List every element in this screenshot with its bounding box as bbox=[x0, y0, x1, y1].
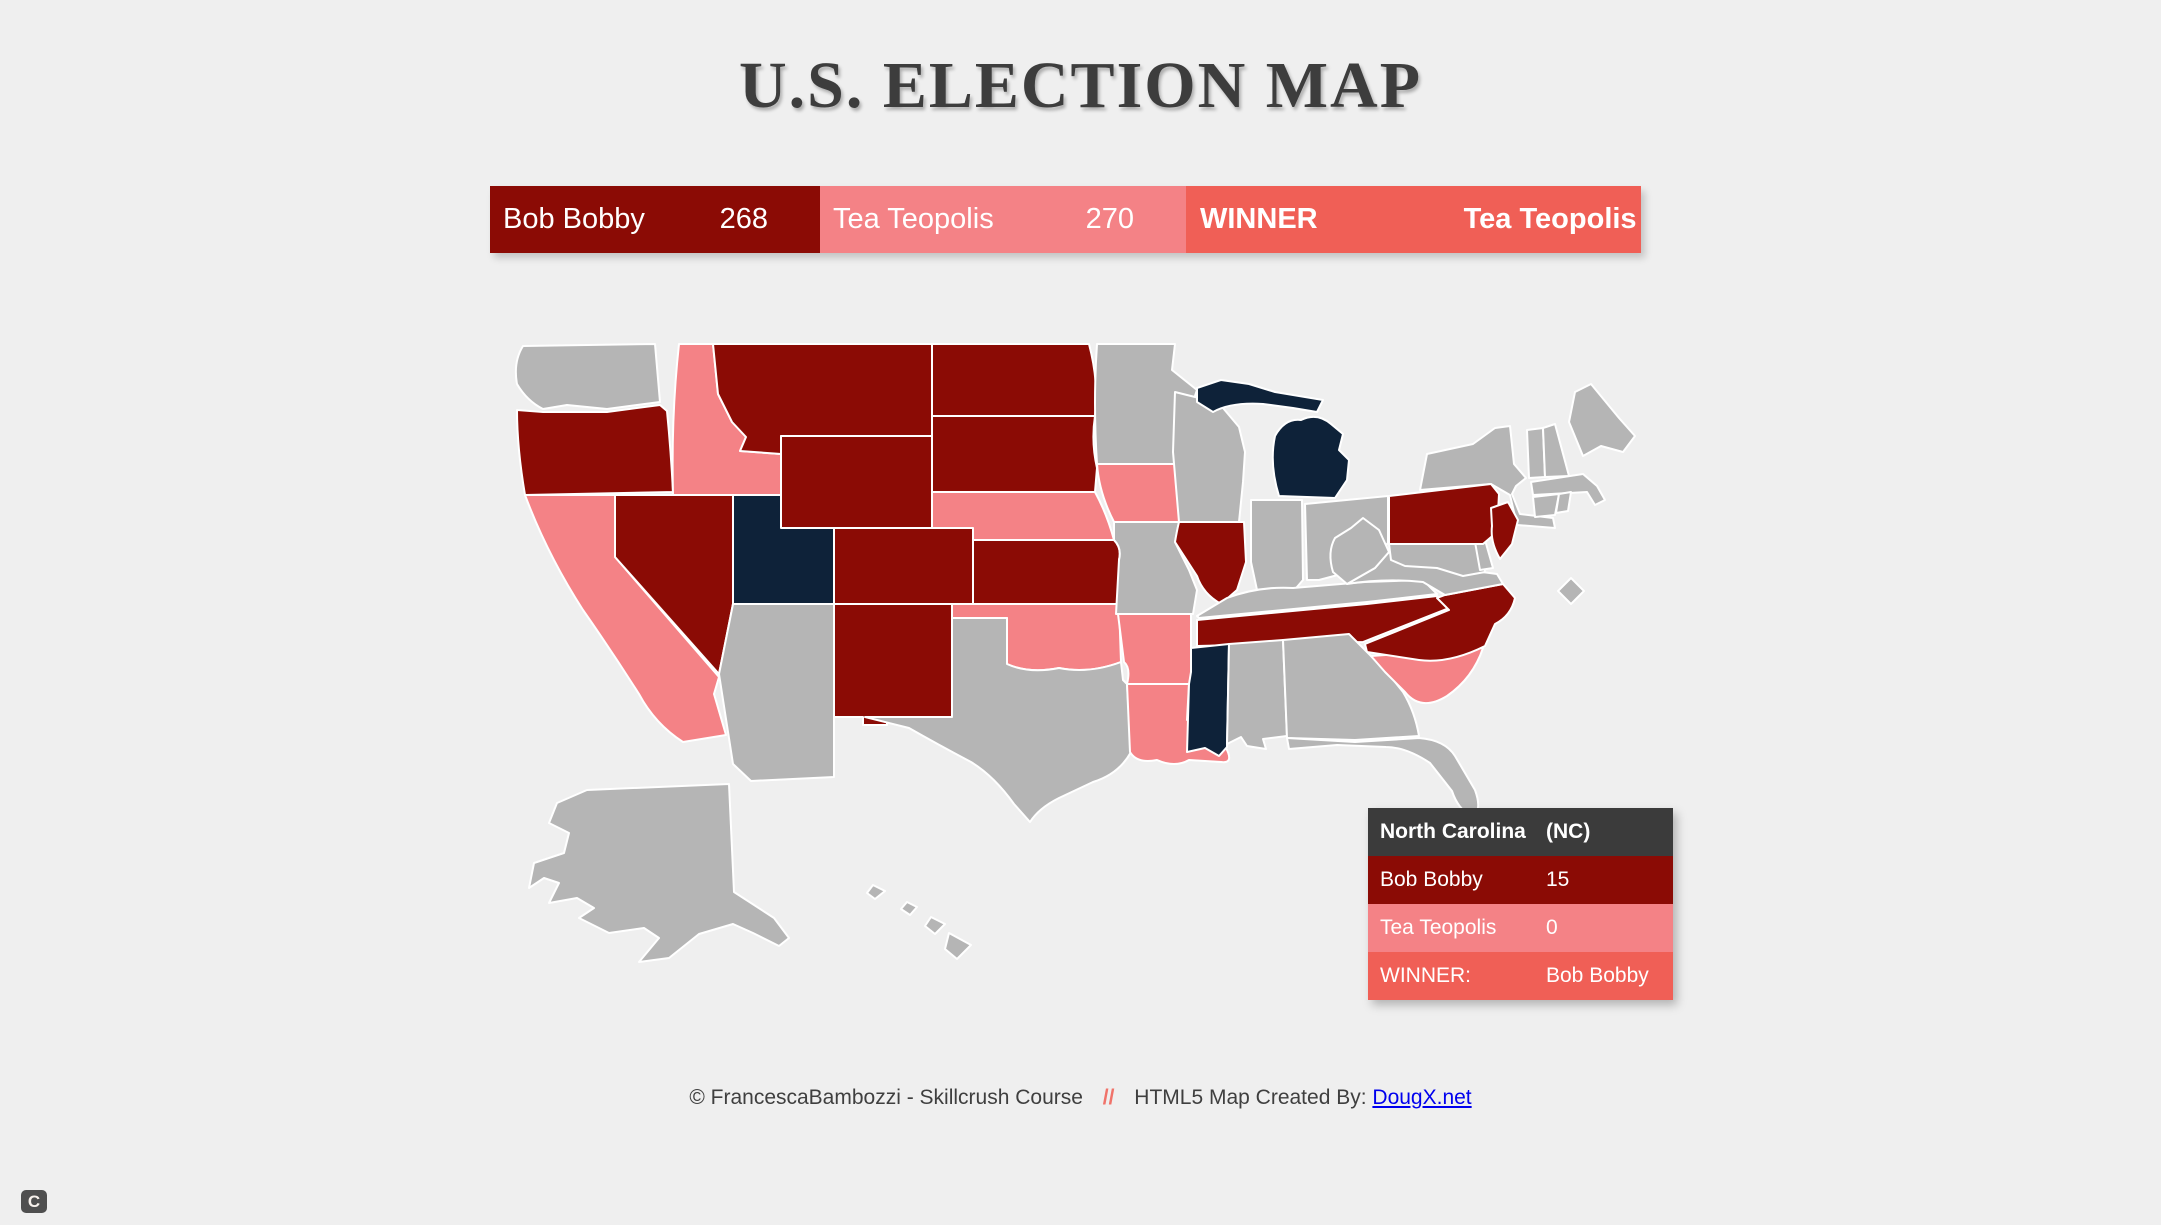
candidate2-name: Tea Teopolis bbox=[833, 203, 994, 235]
tooltip-row-candidate1: Bob Bobby 15 bbox=[1368, 856, 1673, 904]
state-ms[interactable] bbox=[1186, 643, 1230, 757]
candidate1-votes: 268 bbox=[719, 203, 768, 235]
state-nh[interactable] bbox=[1542, 423, 1570, 478]
state-wa[interactable] bbox=[514, 343, 661, 410]
state-pa[interactable] bbox=[1388, 483, 1500, 545]
state-al[interactable] bbox=[1226, 639, 1288, 750]
footer-separator: // bbox=[1102, 1086, 1115, 1109]
state-vt[interactable] bbox=[1526, 427, 1546, 479]
state-co[interactable] bbox=[833, 527, 974, 605]
tooltip-candidate2-value: 0 bbox=[1546, 916, 1558, 939]
candidate2-votes: 270 bbox=[1085, 203, 1134, 235]
state-fl[interactable] bbox=[1286, 737, 1480, 817]
footer-copyright: © FrancescaBambozzi - Skillcrush Course bbox=[689, 1086, 1083, 1109]
state-dc[interactable] bbox=[1557, 577, 1585, 605]
candidate1-name: Bob Bobby bbox=[503, 203, 645, 235]
state-ca[interactable] bbox=[524, 494, 727, 743]
tooltip-candidate2-label: Tea Teopolis bbox=[1380, 916, 1497, 939]
state-nj[interactable] bbox=[1490, 501, 1519, 560]
state-ak[interactable] bbox=[528, 783, 790, 963]
state-ky[interactable] bbox=[1196, 579, 1438, 619]
page-title: U.S. ELECTION MAP bbox=[738, 49, 1423, 122]
state-az[interactable] bbox=[718, 603, 835, 782]
footer-link[interactable]: DougX.net bbox=[1372, 1086, 1472, 1109]
state-sd[interactable] bbox=[931, 415, 1098, 493]
state-mi[interactable] bbox=[1196, 379, 1350, 499]
state-nc[interactable] bbox=[1364, 583, 1516, 662]
winner-name: Tea Teopolis bbox=[1463, 203, 1637, 235]
state-wy[interactable] bbox=[780, 435, 933, 529]
tooltip-row-candidate2: Tea Teopolis 0 bbox=[1368, 904, 1673, 952]
state-hi[interactable] bbox=[866, 884, 972, 960]
scoreboard: Bob Bobby 268 Tea Teopolis 270 WINNER Te… bbox=[490, 186, 1641, 253]
state-ri[interactable] bbox=[1555, 491, 1572, 514]
scoreboard-winner: WINNER Tea Teopolis bbox=[1186, 186, 1641, 253]
state-wv[interactable] bbox=[1329, 517, 1390, 585]
footer: © FrancescaBambozzi - Skillcrush Course … bbox=[0, 1086, 2161, 1110]
tooltip-header: North Carolina (NC) bbox=[1368, 808, 1673, 856]
state-nd[interactable] bbox=[931, 343, 1098, 417]
state-ks[interactable] bbox=[972, 539, 1121, 605]
state-tx[interactable] bbox=[864, 617, 1132, 823]
tooltip-winner-label: WINNER: bbox=[1380, 964, 1471, 987]
tooltip-row-winner: WINNER: Bob Bobby bbox=[1368, 952, 1673, 1000]
scoreboard-candidate1: Bob Bobby 268 bbox=[490, 186, 820, 253]
state-nm[interactable] bbox=[833, 603, 953, 726]
state-or[interactable] bbox=[516, 404, 674, 496]
state-ct[interactable] bbox=[1532, 493, 1560, 518]
tooltip-winner-value: Bob Bobby bbox=[1546, 964, 1649, 987]
tooltip-candidate1-value: 15 bbox=[1546, 868, 1570, 891]
state-wi[interactable] bbox=[1172, 391, 1246, 523]
c-badge-icon[interactable]: C bbox=[21, 1190, 47, 1213]
tooltip-state-name: North Carolina bbox=[1380, 820, 1526, 843]
state-ar[interactable] bbox=[1117, 613, 1192, 685]
scoreboard-candidate2: Tea Teopolis 270 bbox=[820, 186, 1186, 253]
state-ma[interactable] bbox=[1530, 473, 1606, 506]
winner-label: WINNER bbox=[1200, 203, 1318, 235]
state-tooltip: North Carolina (NC) Bob Bobby 15 Tea Teo… bbox=[1368, 808, 1673, 1000]
state-sc[interactable] bbox=[1370, 647, 1484, 704]
footer-credit: HTML5 Map Created By: bbox=[1134, 1086, 1367, 1109]
us-map bbox=[514, 343, 1636, 963]
tooltip-state-abbr: (NC) bbox=[1546, 820, 1591, 843]
state-in[interactable] bbox=[1250, 499, 1304, 595]
state-me[interactable] bbox=[1568, 383, 1636, 457]
tooltip-candidate1-label: Bob Bobby bbox=[1380, 868, 1483, 891]
state-ne[interactable] bbox=[931, 491, 1115, 541]
